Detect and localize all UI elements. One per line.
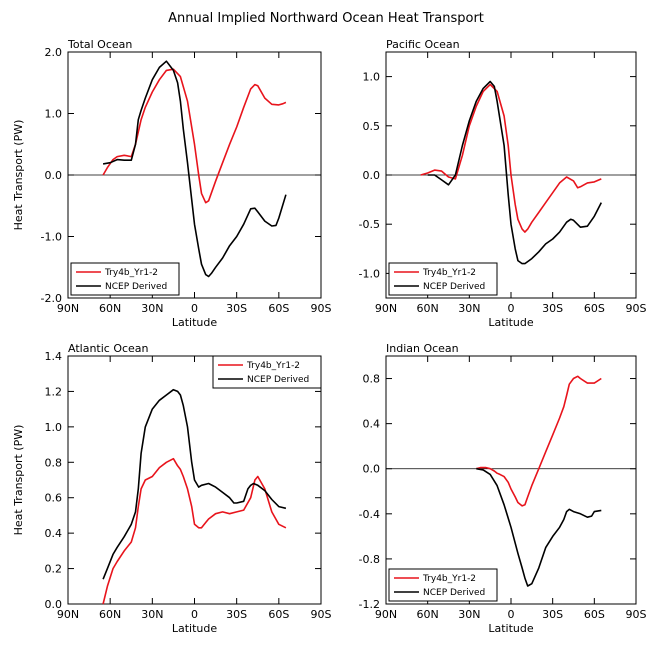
legend-box [388, 262, 498, 296]
x-tick-label: 30N [141, 302, 163, 315]
ncep-derived-line [102, 388, 287, 580]
x-tick-label: 0 [191, 302, 198, 315]
y-tick-label: -1.0 [41, 231, 62, 244]
x-tick-label: 60S [584, 302, 605, 315]
y-tick-label: 1.0 [45, 108, 63, 121]
panel-title: Atlantic Ocean [68, 342, 149, 355]
atlantic-ocean-panel: Atlantic Ocean 90N 60N 30N 0 30S 60S 90S 0.0 0.2 0… [12, 342, 332, 635]
y-tick-label: 0.0 [45, 598, 63, 611]
y-tick-label: 0.2 [45, 563, 63, 576]
x-axis-label: Latitude [172, 622, 218, 635]
x-tick-label: 90N [375, 608, 397, 621]
legend-label-ncep-derived: NCEP Derived [105, 282, 167, 292]
legend-label-try4b-yr1-2: Try4b_Yr1-2 [104, 268, 158, 278]
legend-label-ncep-derived: NCEP Derived [423, 588, 485, 598]
y-axis-label: Heat Transport (PW) [12, 425, 25, 536]
x-tick-label: 60S [584, 608, 605, 621]
y-tick-label: -1.2 [359, 598, 380, 611]
x-tick-label: 90N [57, 608, 79, 621]
panel-title: Indian Ocean [386, 342, 459, 355]
y-tick-label: 0.0 [363, 169, 381, 182]
x-tick-label: 0 [508, 302, 515, 315]
x-tick-label: 60N [99, 608, 121, 621]
y-axis-label: Heat Transport (PW) [12, 120, 25, 231]
y-tick-label: 1.0 [45, 421, 63, 434]
x-tick-label: 90S [626, 302, 647, 315]
y-tick-label: -0.4 [359, 508, 380, 521]
y-tick-label: -1.0 [359, 267, 380, 280]
try4b-yr1-2-line [476, 375, 602, 507]
ncep-derived-line [102, 60, 287, 278]
x-tick-label: 90S [311, 608, 332, 621]
y-tick-label: 0.8 [363, 373, 381, 386]
legend-label-try4b-yr1-2: Try4b_Yr1-2 [422, 574, 476, 584]
y-tick-label: 0.8 [45, 456, 63, 469]
try4b-yr1-2-line [102, 68, 287, 204]
x-tick-label: 30S [226, 302, 247, 315]
legend-box [388, 568, 498, 602]
x-tick-label: 90S [311, 302, 332, 315]
x-tick-label: 60S [268, 302, 289, 315]
y-tick-label: -2.0 [41, 292, 62, 305]
x-tick-label: 60N [417, 302, 439, 315]
indian-ocean-panel: Indian Ocean 90N 60N 30N 0 30S 60S 90S -1.2 -0.8 -… [359, 342, 647, 635]
try4b-yr1-2-line [420, 83, 602, 233]
x-tick-label: 30S [542, 608, 563, 621]
legend-box [70, 262, 180, 296]
total-ocean-panel: Total Ocean 90N 60N 30N 0 30S 60S 90S -2.0 -1.0 0.… [12, 38, 332, 329]
y-tick-label: 0.4 [45, 527, 63, 540]
y-tick-label: 1.4 [45, 350, 63, 363]
pacific-ocean-panel: Pacific Ocean 90N 60N 30N 0 30S 60S 90S -1.0 -0.5… [359, 38, 647, 329]
ncep-derived-line [476, 467, 602, 587]
legend-label-ncep-derived: NCEP Derived [247, 375, 309, 385]
x-tick-label: 60N [99, 302, 121, 315]
ncep-derived-line [427, 80, 603, 265]
x-axis-label: Latitude [172, 316, 218, 329]
x-tick-label: 30N [458, 608, 480, 621]
x-axis-label: Latitude [488, 622, 534, 635]
y-tick-label: 0.6 [45, 492, 63, 505]
y-tick-label: 0.0 [363, 463, 381, 476]
x-tick-label: 60N [417, 608, 439, 621]
panel-title: Pacific Ocean [386, 38, 460, 51]
panel-title: Total Ocean [67, 38, 132, 51]
y-tick-label: 0.5 [363, 120, 381, 133]
plot-frame [385, 355, 637, 605]
y-tick-label: 0.4 [363, 418, 381, 431]
legend-label-ncep-derived: NCEP Derived [423, 282, 485, 292]
y-tick-label: 1.2 [45, 385, 63, 398]
y-tick-label: 0.0 [45, 169, 63, 182]
x-tick-label: 60S [268, 608, 289, 621]
y-tick-label: 1.0 [363, 71, 381, 84]
x-tick-label: 30S [226, 608, 247, 621]
x-tick-label: 30N [458, 302, 480, 315]
y-tick-label: -0.8 [359, 553, 380, 566]
x-tick-label: 90N [57, 302, 79, 315]
x-tick-label: 30N [141, 608, 163, 621]
x-tick-label: 90N [375, 302, 397, 315]
x-axis-label: Latitude [488, 316, 534, 329]
legend-label-try4b-yr1-2: Try4b_Yr1-2 [422, 268, 476, 278]
legend-label-try4b-yr1-2: Try4b_Yr1-2 [246, 361, 300, 371]
y-tick-label: 2.0 [45, 46, 63, 59]
y-tick-label: -0.5 [359, 218, 380, 231]
legend-box [212, 355, 322, 389]
x-tick-label: 30S [542, 302, 563, 315]
x-tick-label: 0 [508, 608, 515, 621]
x-tick-label: 0 [191, 608, 198, 621]
try4b-yr1-2-line [102, 457, 287, 605]
x-tick-label: 90S [626, 608, 647, 621]
figure-title: Annual Implied Northward Ocean Heat Tran… [168, 11, 484, 26]
